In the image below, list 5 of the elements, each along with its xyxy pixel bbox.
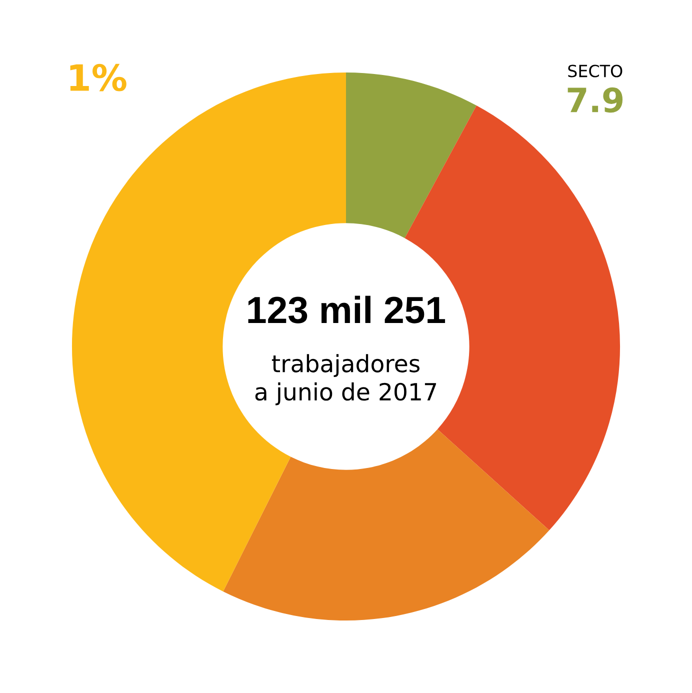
text: 1% [70, 64, 126, 92]
text: 123 mil 251 [248, 296, 446, 324]
text: 7.9 [568, 87, 623, 113]
text: SECTO [568, 64, 622, 78]
text: trabajadores a junio de 2017 [255, 354, 436, 406]
